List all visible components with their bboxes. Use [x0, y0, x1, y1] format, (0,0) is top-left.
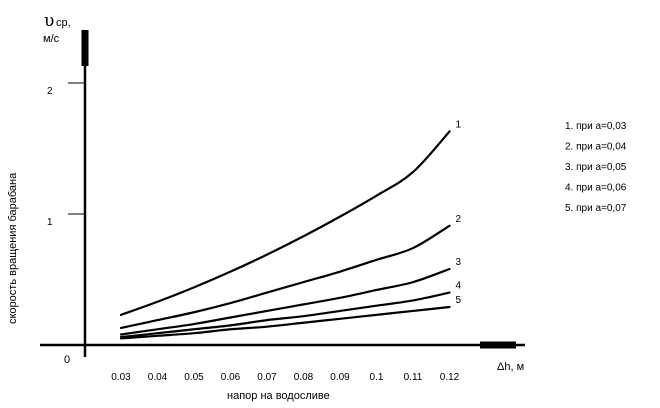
- x-tick-label-0.03: 0.03: [111, 372, 131, 383]
- series-line-3: [119, 267, 451, 336]
- x-tick-label-0.07: 0.07: [257, 372, 277, 383]
- series-label-5: 5: [456, 295, 462, 306]
- x-axis-symbol: Δh, м: [497, 361, 524, 373]
- y-tick-label-2: 2: [47, 86, 53, 97]
- y-axis-label: скорость вращения барабана: [7, 172, 19, 324]
- x-tick-labels: 0.03 0.04 0.05 0.06 0.07 0.08 0.09 0.1 0.11 0.12: [111, 372, 459, 383]
- x-tick-label-0.06: 0.06: [221, 372, 241, 383]
- x-tick-label-0.08: 0.08: [294, 372, 314, 383]
- y-axis-arrow: [81, 30, 89, 66]
- y-tick-labels: 12: [47, 86, 53, 228]
- x-tick-label-0.12: 0.12: [440, 372, 460, 383]
- x-tick-label-0.1: 0.1: [370, 372, 384, 383]
- x-tick-label-0.04: 0.04: [148, 372, 168, 383]
- legend-item-4: 4. при а=0,06: [565, 183, 627, 194]
- series-line-1: [119, 130, 451, 316]
- series-line-5: [119, 305, 451, 340]
- x-tick-label-0.09: 0.09: [330, 372, 350, 383]
- series-label-4: 4: [456, 281, 462, 292]
- legend: 1. при а=0,03 2. при а=0,04 3. при а=0,05 4…: [565, 121, 627, 214]
- legend-item-5: 5. при а=0,07: [565, 203, 627, 214]
- y-symbol: υ: [44, 11, 54, 31]
- series-label-2: 2: [456, 214, 462, 225]
- y-symbol-sub: ср,: [56, 17, 71, 29]
- series-end-labels: 1 2 3 4 5: [456, 119, 462, 306]
- series-label-3: 3: [456, 257, 462, 268]
- y-axis-title: υ ср, м/с: [43, 11, 71, 45]
- y-unit: м/с: [43, 33, 60, 45]
- origin-label: 0: [64, 354, 70, 366]
- x-axis-label: напор на водосливе: [227, 390, 330, 402]
- series-lines: [119, 130, 451, 340]
- series-line-4: [119, 291, 451, 339]
- legend-item-1: 1. при а=0,03: [565, 121, 627, 132]
- x-tick-label-0.11: 0.11: [404, 372, 423, 383]
- series-line-2: [119, 224, 451, 330]
- y-tick-label-1: 1: [47, 217, 53, 228]
- legend-item-3: 3. при а=0,05: [565, 162, 627, 173]
- series-label-1: 1: [456, 119, 462, 130]
- legend-item-2: 2. при а=0,04: [565, 142, 627, 153]
- x-axis-arrow: [480, 341, 516, 349]
- x-tick-label-0.05: 0.05: [184, 372, 204, 383]
